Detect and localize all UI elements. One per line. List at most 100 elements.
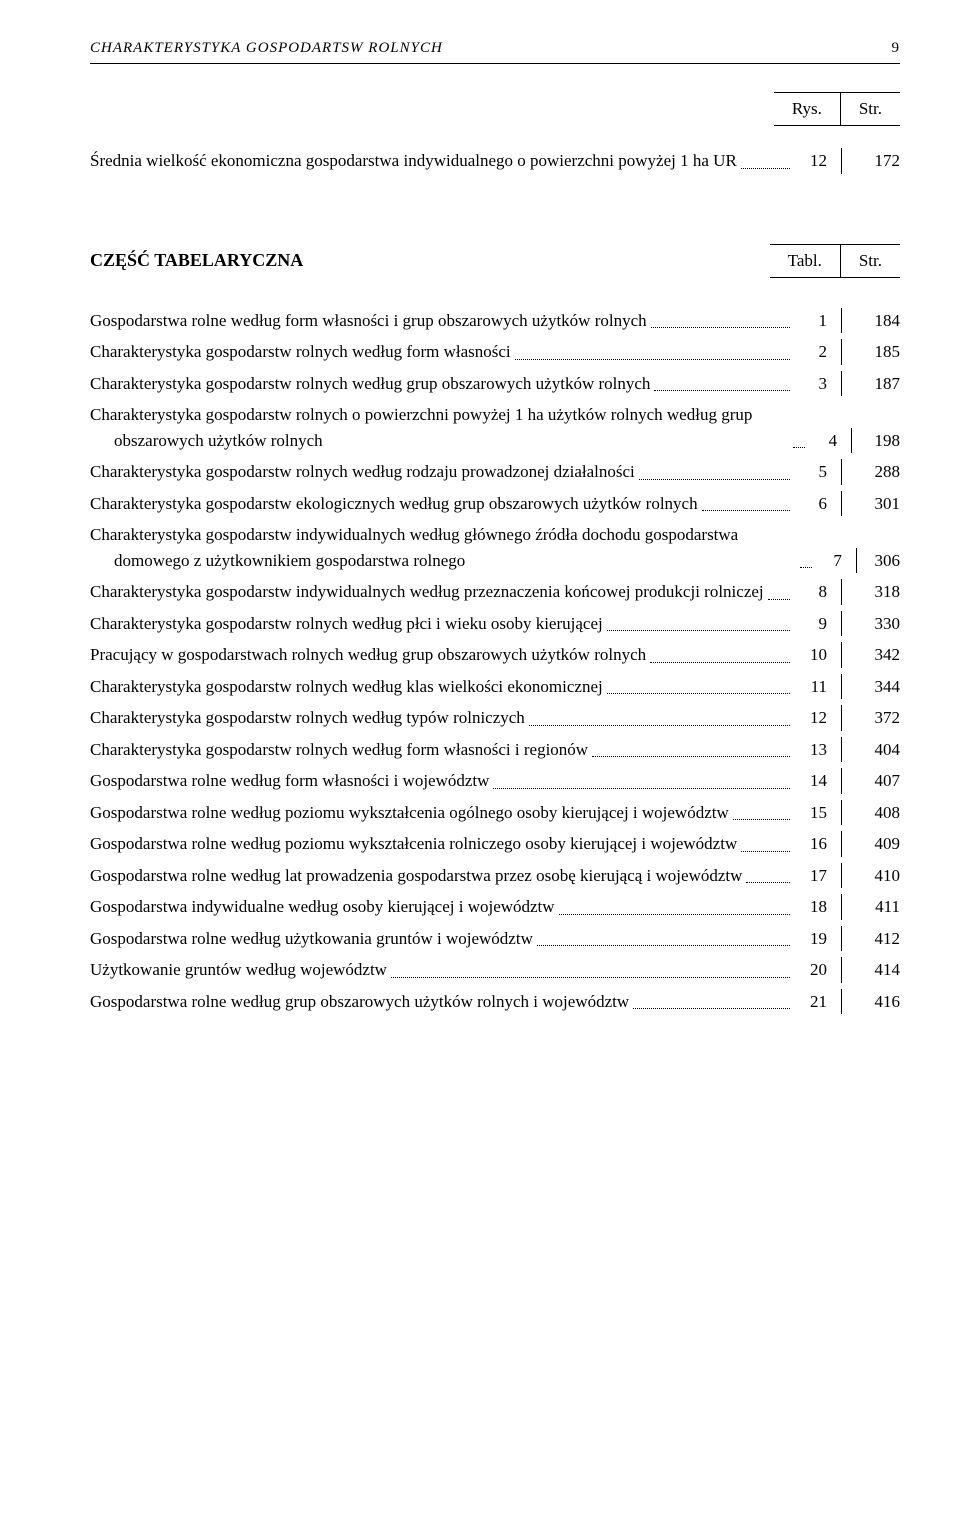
toc-text: Gospodarstwa rolne według poziomu wykszt… <box>90 831 737 857</box>
col-label-tabl: Tabl. <box>770 245 840 277</box>
col-label-str2: Str. <box>840 245 900 277</box>
toc-leader <box>793 434 805 448</box>
toc-col1: 6 <box>796 491 842 517</box>
toc-text: Charakterystyka gospodarstw rolnych wedł… <box>90 674 603 700</box>
toc-text: Charakterystyka gospodarstw rolnych wedł… <box>90 459 635 485</box>
toc-col1: 5 <box>796 459 842 485</box>
toc-col2: 342 <box>842 642 900 668</box>
toc-col1: 11 <box>796 674 842 700</box>
toc-row: Gospodarstwa rolne według poziomu wykszt… <box>90 831 900 857</box>
toc-col1: 13 <box>796 737 842 763</box>
toc-leader <box>537 932 790 946</box>
toc-col1: 12 <box>796 148 842 174</box>
toc-row: Gospodarstwa rolne według form własności… <box>90 308 900 334</box>
toc-col2: 184 <box>842 308 900 334</box>
toc-col1: 4 <box>811 428 852 454</box>
toc-col1: 20 <box>796 957 842 983</box>
toc-col2: 407 <box>842 768 900 794</box>
toc-col2: 198 <box>852 428 900 454</box>
toc-leader <box>654 377 790 391</box>
toc-row: Charakterystyka gospodarstw indywidualny… <box>90 579 900 605</box>
toc-leader <box>800 554 812 568</box>
toc-row: Średnia wielkość ekonomiczna gospodarstw… <box>90 148 900 174</box>
toc-text: Gospodarstwa rolne według poziomu wykszt… <box>90 800 729 826</box>
toc-col2: 306 <box>857 548 900 574</box>
toc-leader <box>741 155 790 169</box>
toc-col1: 3 <box>796 371 842 397</box>
toc-leader <box>515 346 790 360</box>
toc-text: Charakterystyka gospodarstw rolnych wedł… <box>90 611 603 637</box>
toc-col2: 288 <box>842 459 900 485</box>
toc-row: Użytkowanie gruntów według województw 204… <box>90 957 900 983</box>
toc-col2: 414 <box>842 957 900 983</box>
toc-leader <box>529 712 790 726</box>
toc-col1: 7 <box>818 548 857 574</box>
toc-col1: 10 <box>796 642 842 668</box>
toc-col2: 404 <box>842 737 900 763</box>
toc-text: Średnia wielkość ekonomiczna gospodarstw… <box>90 148 737 174</box>
toc-row: Gospodarstwa rolne według użytkowania gr… <box>90 926 900 952</box>
toc-leader <box>391 964 790 978</box>
toc-row: Charakterystyka gospodarstw rolnych wedł… <box>90 737 900 763</box>
toc-leader <box>768 586 790 600</box>
toc-text: Gospodarstwa rolne według grup obszarowy… <box>90 989 629 1015</box>
toc-col2: 408 <box>842 800 900 826</box>
toc-col2: 416 <box>842 989 900 1015</box>
toc-col1: 19 <box>796 926 842 952</box>
toc-leader <box>741 838 790 852</box>
toc-col2: 412 <box>842 926 900 952</box>
toc-leader <box>650 649 790 663</box>
toc-col2: 301 <box>842 491 900 517</box>
toc-col2: 344 <box>842 674 900 700</box>
toc-text: Charakterystyka gospodarstw indywidualny… <box>90 579 764 605</box>
toc-row: Charakterystyka gospodarstw rolnych wedł… <box>90 371 900 397</box>
toc-row: Charakterystyka gospodarstw rolnych o po… <box>90 402 900 453</box>
toc-col2: 187 <box>842 371 900 397</box>
toc-text: Pracujący w gospodarstwach rolnych wedłu… <box>90 642 646 668</box>
col-label-rys: Rys. <box>774 93 840 125</box>
toc-row: Charakterystyka gospodarstw indywidualny… <box>90 522 900 573</box>
toc-leader <box>493 775 790 789</box>
toc-col2: 372 <box>842 705 900 731</box>
col-label-str: Str. <box>840 93 900 125</box>
toc-leader <box>633 995 790 1009</box>
toc-row: Charakterystyka gospodarstw rolnych wedł… <box>90 674 900 700</box>
toc-leader <box>607 617 790 631</box>
toc-col1: 2 <box>796 339 842 365</box>
toc-text: Gospodarstwa rolne według użytkowania gr… <box>90 926 533 952</box>
toc-col1: 14 <box>796 768 842 794</box>
toc-text: Gospodarstwa rolne według lat prowadzeni… <box>90 863 742 889</box>
toc-text: Gospodarstwa rolne według form własności… <box>90 308 647 334</box>
toc-col1: 16 <box>796 831 842 857</box>
toc-text: Gospodarstwa rolne według form własności… <box>90 768 489 794</box>
toc-row: Charakterystyka gospodarstw rolnych wedł… <box>90 339 900 365</box>
section2-header-row: CZĘŚĆ TABELARYCZNA Tabl. Str. <box>90 210 900 278</box>
toc-col1: 21 <box>796 989 842 1015</box>
toc-text: Charakterystyka gospodarstw rolnych wedł… <box>90 737 588 763</box>
toc-row: Pracujący w gospodarstwach rolnych wedłu… <box>90 642 900 668</box>
running-header: CHARAKTERYSTYKA GOSPODARTSW ROLNYCH 9 <box>90 40 900 57</box>
toc-col2: 318 <box>842 579 900 605</box>
toc-text: Użytkowanie gruntów według województw <box>90 957 387 983</box>
toc-col1: 8 <box>796 579 842 605</box>
toc-row: Charakterystyka gospodarstw rolnych wedł… <box>90 459 900 485</box>
toc-row: Charakterystyka gospodarstw ekologicznyc… <box>90 491 900 517</box>
toc-col2: 411 <box>842 894 900 920</box>
toc-leader <box>592 743 790 757</box>
toc-col2: 172 <box>842 148 900 174</box>
toc-leader <box>733 806 790 820</box>
toc-text: Charakterystyka gospodarstw rolnych wedł… <box>90 705 525 731</box>
toc-col1: 17 <box>796 863 842 889</box>
toc-row: Gospodarstwa indywidualne według osoby k… <box>90 894 900 920</box>
toc-leader <box>702 497 790 511</box>
toc-text: Charakterystyka gospodarstw ekologicznyc… <box>90 491 698 517</box>
section1-entries: Średnia wielkość ekonomiczna gospodarstw… <box>90 148 900 174</box>
toc-row: Gospodarstwa rolne według grup obszarowy… <box>90 989 900 1015</box>
toc-col2: 409 <box>842 831 900 857</box>
toc-text: Charakterystyka gospodarstw rolnych o po… <box>90 402 789 453</box>
section1-col-header: Rys. Str. <box>90 92 900 126</box>
toc-text: Charakterystyka gospodarstw rolnych wedł… <box>90 371 650 397</box>
section2-heading: CZĘŚĆ TABELARYCZNA <box>90 250 303 271</box>
toc-col1: 12 <box>796 705 842 731</box>
toc-col2: 410 <box>842 863 900 889</box>
